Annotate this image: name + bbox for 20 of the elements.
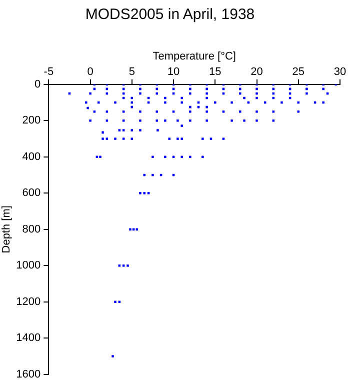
y-tick-label: 1200 [16, 296, 41, 308]
x-axis-title: Temperature [°C] [152, 50, 236, 63]
y-tick-label: 1000 [16, 260, 41, 272]
y-tick-label: 1400 [16, 332, 41, 344]
y-tick-label: 200 [22, 114, 41, 127]
y-tick-label: 0 [34, 78, 41, 90]
x-tick-label: 20 [250, 66, 263, 78]
x-tick-label: 15 [209, 66, 222, 78]
y-tick-label: 800 [22, 223, 41, 236]
x-tick-label: 30 [334, 66, 346, 78]
y-tick-label: 1600 [16, 368, 41, 380]
y-tick-label: 400 [22, 150, 41, 163]
x-tick-label: -5 [44, 66, 54, 78]
y-axis-title: Depth [m] [0, 206, 13, 254]
chart-title: MODS2005 in April, 1938 [85, 6, 255, 24]
x-tick-label: 0 [87, 66, 94, 78]
x-tick-label: 25 [292, 66, 305, 78]
x-tick-label: 10 [167, 66, 180, 78]
y-tick-label: 600 [22, 187, 41, 200]
x-tick-label: 5 [128, 66, 135, 78]
